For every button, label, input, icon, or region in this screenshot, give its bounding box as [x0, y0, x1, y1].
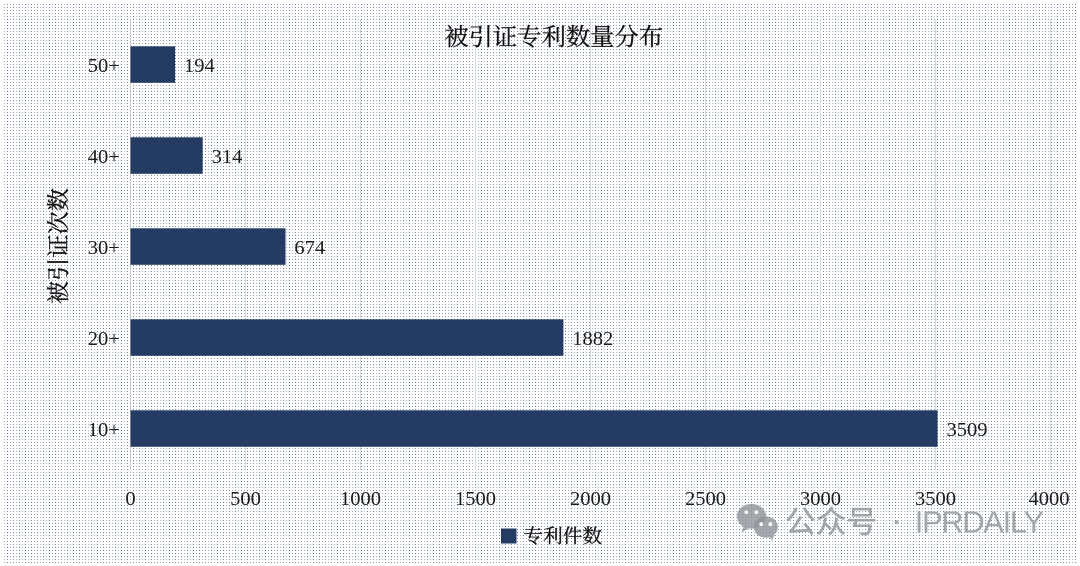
svg-text:3509: 3509: [947, 419, 988, 441]
svg-text:50+: 50+: [88, 55, 120, 77]
svg-text:3000: 3000: [800, 488, 841, 510]
svg-text:314: 314: [212, 146, 243, 168]
svg-text:2000: 2000: [570, 488, 611, 510]
svg-text:1882: 1882: [572, 328, 613, 350]
svg-text:1500: 1500: [455, 488, 496, 510]
svg-text:30+: 30+: [88, 237, 120, 259]
svg-text:40+: 40+: [88, 146, 120, 168]
svg-text:194: 194: [184, 55, 215, 77]
svg-text:3500: 3500: [915, 488, 956, 510]
svg-text:500: 500: [230, 488, 261, 510]
svg-text:674: 674: [294, 237, 325, 259]
svg-text:4000: 4000: [1029, 488, 1070, 510]
svg-text:0: 0: [125, 488, 135, 510]
svg-text:10+: 10+: [88, 419, 120, 441]
svg-text:1000: 1000: [340, 488, 381, 510]
svg-text:20+: 20+: [88, 328, 120, 350]
svg-text:IPRDAILY: IPRDAILY: [915, 504, 1044, 539]
svg-text:2500: 2500: [685, 488, 726, 510]
